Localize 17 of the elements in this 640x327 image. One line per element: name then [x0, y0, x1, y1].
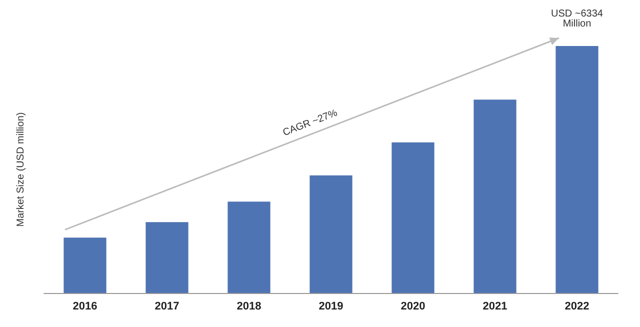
x-tick-label: 2018 [236, 300, 262, 312]
y-axis-title: Market Size (USD million) [16, 112, 26, 227]
bar [64, 238, 106, 293]
bar [556, 46, 598, 293]
bar [146, 222, 188, 293]
x-tick-label: 2017 [154, 300, 180, 312]
annotation: CAGR ~27% [281, 108, 340, 139]
annotation: USD ~6334 Million [551, 8, 604, 30]
x-tick-label: 2016 [72, 300, 98, 312]
bar [228, 202, 270, 293]
bar [392, 142, 434, 293]
bar [474, 100, 516, 293]
x-tick-label: 2019 [318, 300, 344, 312]
x-tick-label: 2021 [482, 300, 508, 312]
x-tick-label: 2020 [400, 300, 426, 312]
x-tick-label: 2022 [564, 300, 590, 312]
bar [310, 175, 352, 293]
